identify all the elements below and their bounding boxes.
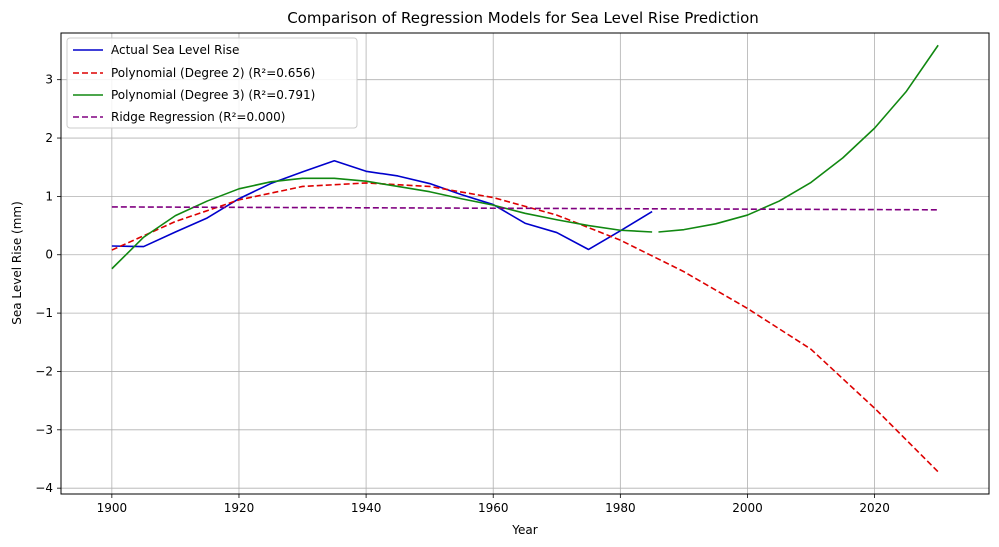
series-line-3 bbox=[111, 206, 939, 211]
y-tick-label: 3 bbox=[45, 73, 53, 87]
chart-title: Comparison of Regression Models for Sea … bbox=[287, 9, 759, 27]
y-tick-label: −1 bbox=[35, 306, 53, 320]
x-tick-label: 1920 bbox=[224, 501, 255, 515]
legend-box bbox=[66, 37, 358, 129]
legend-label-poly3: Polynomial (Degree 3) (R²=0.791) bbox=[111, 88, 315, 102]
x-tick-label: 1960 bbox=[478, 501, 509, 515]
y-axis-label: Sea Level Rise (mm) bbox=[10, 201, 24, 325]
y-tick-label: −3 bbox=[35, 423, 53, 437]
x-tick-label: 1900 bbox=[97, 501, 128, 515]
y-tick-label: −2 bbox=[35, 364, 53, 378]
x-tick-label: 1940 bbox=[351, 501, 382, 515]
legend: Actual Sea Level Rise Polynomial (Degree… bbox=[66, 37, 358, 129]
x-tick-label: 2020 bbox=[859, 501, 890, 515]
series-line-2 bbox=[111, 44, 939, 270]
ticks: 1900 1920 1940 1960 1980 2000 2020 −4 −3 −2 −1 0 1 2 3 bbox=[35, 73, 890, 515]
y-tick-label: 1 bbox=[45, 189, 53, 203]
legend-label-actual: Actual Sea Level Rise bbox=[111, 43, 239, 57]
series-layer bbox=[111, 44, 939, 473]
series-line-1 bbox=[111, 182, 939, 473]
y-tick-label: 2 bbox=[45, 131, 53, 145]
y-tick-label: 0 bbox=[45, 248, 53, 262]
x-tick-label: 1980 bbox=[605, 501, 636, 515]
x-axis-label: Year bbox=[511, 523, 537, 537]
legend-label-poly2: Polynomial (Degree 2) (R²=0.656) bbox=[111, 66, 315, 80]
series-line-0 bbox=[111, 160, 653, 251]
legend-label-ridge: Ridge Regression (R²=0.000) bbox=[111, 110, 285, 124]
y-tick-label: −4 bbox=[35, 481, 53, 495]
x-tick-label: 2000 bbox=[732, 501, 763, 515]
plot-frame bbox=[60, 32, 990, 495]
